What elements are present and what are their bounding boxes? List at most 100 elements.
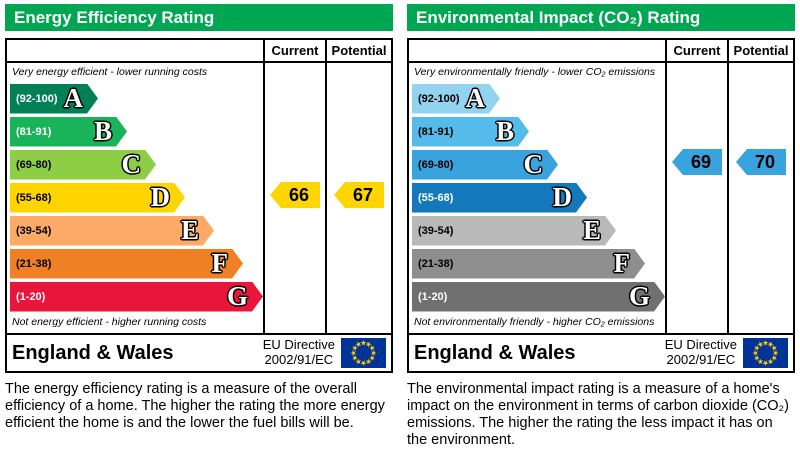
region-label: England & Wales (12, 341, 174, 364)
band-range: (39-54) (418, 224, 454, 237)
potential-rating-value: 70 (754, 151, 776, 172)
environmental-impact-panel: Environmental Impact (CO₂) Rating Very e… (407, 4, 795, 373)
eu-directive-line2: 2002/91/EC (264, 352, 334, 367)
band-range: (21-38) (418, 257, 454, 270)
eu-directive-line2: 2002/91/EC (666, 352, 736, 367)
energy-efficiency-description: The energy efficiency rating is a measur… (5, 381, 385, 432)
eu-flag (743, 338, 788, 368)
band-a: (92-100) A (412, 84, 500, 114)
environmental-impact-title: Environmental Impact (CO₂) Rating (407, 4, 795, 31)
eu-directive-line1: EU Directive (262, 337, 335, 353)
bottom-note: Not energy efficient - higher running co… (12, 316, 207, 328)
potential-column-header: Potential (327, 40, 391, 63)
potential-rating-arrow: 70 (736, 149, 786, 175)
band-range: (81-91) (418, 125, 454, 138)
current-column-header: Current (265, 40, 325, 63)
band-range: (1-20) (16, 290, 46, 303)
band-range: (92-100) (418, 92, 460, 105)
band-letter: D (552, 182, 572, 212)
eu-directive: EU Directive 2002/91/EC (262, 337, 335, 368)
current-column: Current 66 (263, 40, 325, 333)
eu-flag (341, 338, 386, 368)
band-f: (21-38) F (10, 249, 243, 279)
epc-charts: Energy Efficiency Rating Very energy eff… (5, 4, 795, 373)
band-row: (39-54) E (10, 214, 263, 247)
band-range: (92-100) (16, 92, 58, 105)
band-row: (1-20) G (412, 280, 665, 313)
band-row: (69-80) C (412, 148, 665, 181)
potential-column-header: Potential (729, 40, 793, 63)
band-letter: C (523, 149, 543, 179)
band-range: (39-54) (16, 224, 52, 237)
band-c: (69-80) C (10, 150, 156, 180)
potential-column: Potential 67 (325, 40, 391, 333)
band-letter: F (211, 248, 228, 278)
band-letter: D (150, 182, 170, 212)
band-d: (55-68) D (412, 183, 587, 213)
chart-footer: England & Wales EU Directive 2002/91/EC (409, 333, 793, 371)
band-row: (81-91) B (412, 115, 665, 148)
potential-rating-arrow: 67 (334, 182, 384, 208)
chart-corner-cell (409, 40, 665, 63)
current-rating-arrow: 69 (672, 149, 722, 175)
environmental-impact-chart: Very environmentally friendly - lower CO… (407, 38, 795, 373)
band-letter: A (465, 83, 485, 113)
band-range: (55-68) (418, 191, 454, 204)
band-range: (1-20) (418, 290, 448, 303)
band-g: (1-20) G (412, 282, 665, 312)
band-range: (69-80) (418, 158, 454, 171)
band-row: (1-20) G (10, 280, 263, 313)
region-label: England & Wales (414, 341, 576, 364)
band-row: (21-38) F (412, 247, 665, 280)
band-row: (92-100) A (10, 82, 263, 115)
band-e: (39-54) E (412, 216, 616, 246)
band-row: (69-80) C (10, 148, 263, 181)
potential-rating-value: 67 (352, 184, 374, 205)
descriptions: The energy efficiency rating is a measur… (0, 373, 800, 449)
top-note: Very energy efficient - lower running co… (12, 66, 208, 78)
band-f: (21-38) F (412, 249, 645, 279)
band-letter: B (495, 116, 514, 146)
band-c: (69-80) C (412, 150, 558, 180)
band-range: (69-80) (16, 158, 52, 171)
band-row: (55-68) D (412, 181, 665, 214)
band-b: (81-91) B (10, 117, 127, 147)
band-letter: E (582, 215, 601, 245)
energy-efficiency-title: Energy Efficiency Rating (5, 4, 393, 31)
band-row: (81-91) B (10, 115, 263, 148)
eu-directive: EU Directive 2002/91/EC (664, 337, 737, 368)
rating-bands: (92-100) A (81-91) B (69 (409, 82, 665, 313)
band-g: (1-20) G (10, 282, 263, 312)
bottom-note: Not environmentally friendly - higher CO… (414, 316, 655, 328)
band-a: (92-100) A (10, 84, 98, 114)
current-rating-value: 66 (288, 184, 310, 205)
band-range: (21-38) (16, 257, 52, 270)
band-letter: G (628, 281, 650, 311)
top-note: Very environmentally friendly - lower CO… (414, 66, 656, 78)
band-row: (92-100) A (412, 82, 665, 115)
band-letter: C (121, 149, 141, 179)
potential-column: Potential 70 (727, 40, 793, 333)
current-rating-value: 69 (690, 151, 712, 172)
band-range: (55-68) (16, 191, 52, 204)
band-row: (55-68) D (10, 181, 263, 214)
current-column-header: Current (667, 40, 727, 63)
eu-directive-line1: EU Directive (664, 337, 737, 353)
band-letter: B (93, 116, 112, 146)
band-row: (39-54) E (412, 214, 665, 247)
band-row: (21-38) F (10, 247, 263, 280)
energy-efficiency-panel: Energy Efficiency Rating Very energy eff… (5, 4, 393, 373)
band-d: (55-68) D (10, 183, 185, 213)
chart-footer: England & Wales EU Directive 2002/91/EC (7, 333, 391, 371)
band-letter: A (63, 83, 83, 113)
band-letter: F (613, 248, 630, 278)
current-rating-arrow: 66 (270, 182, 320, 208)
rating-bands: (92-100) A (81-91) B (69 (7, 82, 263, 313)
band-range: (81-91) (16, 125, 52, 138)
band-letter: E (180, 215, 199, 245)
environmental-impact-description: The environmental impact rating is a mea… (407, 381, 789, 449)
band-b: (81-91) B (412, 117, 529, 147)
band-letter: G (226, 281, 248, 311)
chart-corner-cell (7, 40, 263, 63)
band-e: (39-54) E (10, 216, 214, 246)
